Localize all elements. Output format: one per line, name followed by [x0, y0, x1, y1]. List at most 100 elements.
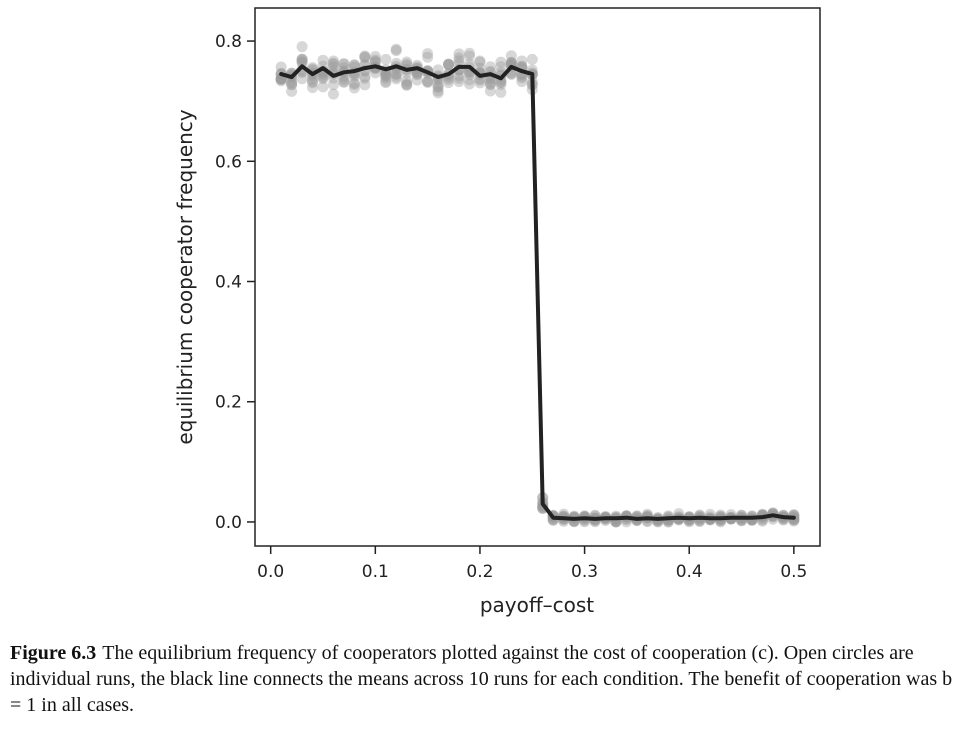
run-point	[359, 72, 371, 84]
run-point	[369, 67, 381, 79]
run-point	[380, 70, 392, 82]
run-point	[453, 76, 465, 88]
run-point	[338, 76, 350, 88]
chart: 0.0 0.1 0.2 0.3 0.4 0.5 0.0 0.2 0.4 0.6 0.8 payof…	[173, 7, 821, 617]
run-point	[484, 79, 496, 91]
x-tick-label: 0.0	[257, 562, 284, 582]
run-point	[443, 77, 455, 89]
run-point	[453, 52, 465, 64]
run-point	[359, 52, 371, 64]
run-point	[380, 77, 392, 89]
x-tick-label: 0.3	[571, 562, 598, 582]
run-point	[296, 53, 308, 65]
run-point	[422, 75, 434, 87]
run-point	[495, 76, 507, 88]
run-point	[401, 78, 413, 90]
run-point	[495, 86, 507, 98]
run-point	[432, 81, 444, 93]
run-point	[327, 58, 339, 70]
run-point	[453, 55, 465, 67]
run-point	[327, 57, 339, 69]
run-point	[348, 70, 360, 82]
figure-caption: Figure 6.3 The equilibrium frequency of c…	[10, 640, 955, 718]
run-point	[286, 85, 298, 97]
run-point	[505, 56, 517, 68]
run-point	[484, 78, 496, 90]
x-tick-label: 0.4	[676, 562, 703, 582]
run-point	[401, 79, 413, 91]
run-point	[422, 48, 434, 60]
run-point	[401, 79, 413, 91]
run-point	[307, 75, 319, 87]
run-point	[505, 56, 517, 68]
run-point	[359, 51, 371, 63]
run-point	[463, 50, 475, 62]
x-axis-label: payoff–cost	[480, 593, 594, 617]
run-point	[401, 75, 413, 87]
run-point	[317, 81, 329, 93]
y-tick-label: 0.0	[215, 513, 242, 533]
run-point	[401, 56, 413, 68]
run-point	[296, 73, 308, 85]
run-point	[317, 71, 329, 83]
run-point	[380, 68, 392, 80]
run-point	[484, 61, 496, 73]
run-point	[505, 50, 517, 62]
run-point	[317, 70, 329, 82]
run-point	[484, 76, 496, 88]
run-point	[453, 72, 465, 84]
run-point	[390, 68, 402, 80]
y-tick-label: 0.8	[215, 32, 242, 52]
run-point	[526, 53, 538, 65]
run-point	[443, 58, 455, 70]
run-point	[275, 61, 287, 73]
run-point	[380, 72, 392, 84]
run-point	[380, 70, 392, 82]
run-point	[463, 47, 475, 59]
figure-label: Figure 6.3	[10, 642, 97, 664]
run-point	[432, 78, 444, 90]
run-point	[296, 54, 308, 66]
run-point	[348, 59, 360, 71]
run-point	[296, 41, 308, 53]
run-point	[390, 73, 402, 85]
run-point	[380, 53, 392, 65]
plot-frame	[254, 7, 821, 547]
run-point	[443, 59, 455, 71]
run-point	[422, 75, 434, 87]
run-point	[443, 59, 455, 71]
run-point	[453, 70, 465, 82]
run-point	[390, 71, 402, 83]
run-point	[463, 78, 475, 90]
run-point	[380, 75, 392, 87]
run-point	[307, 77, 319, 89]
run-point	[495, 56, 507, 68]
x-tick-label: 0.1	[362, 562, 389, 582]
run-point	[369, 54, 381, 66]
run-point	[307, 73, 319, 85]
run-point	[411, 74, 423, 86]
run-point	[474, 77, 486, 89]
run-point	[286, 78, 298, 90]
x-tick-label: 0.5	[780, 562, 807, 582]
run-point	[348, 78, 360, 90]
run-point	[338, 58, 350, 70]
y-axis: 0.0 0.2 0.4 0.6 0.8	[215, 32, 255, 533]
y-tick-label: 0.6	[215, 152, 242, 172]
run-point	[369, 50, 381, 62]
run-point	[432, 64, 444, 76]
caption-text: The equilibrium frequency of cooperators…	[10, 642, 953, 716]
run-point	[516, 55, 528, 67]
run-point	[432, 81, 444, 93]
run-point	[516, 76, 528, 88]
run-point	[317, 54, 329, 66]
run-point	[453, 48, 465, 60]
run-point	[348, 82, 360, 94]
y-tick-label: 0.2	[215, 393, 242, 413]
run-point	[338, 58, 350, 70]
run-point	[463, 74, 475, 86]
run-point	[422, 51, 434, 63]
run-point	[327, 88, 339, 100]
run-point	[432, 87, 444, 99]
run-point	[317, 73, 329, 85]
